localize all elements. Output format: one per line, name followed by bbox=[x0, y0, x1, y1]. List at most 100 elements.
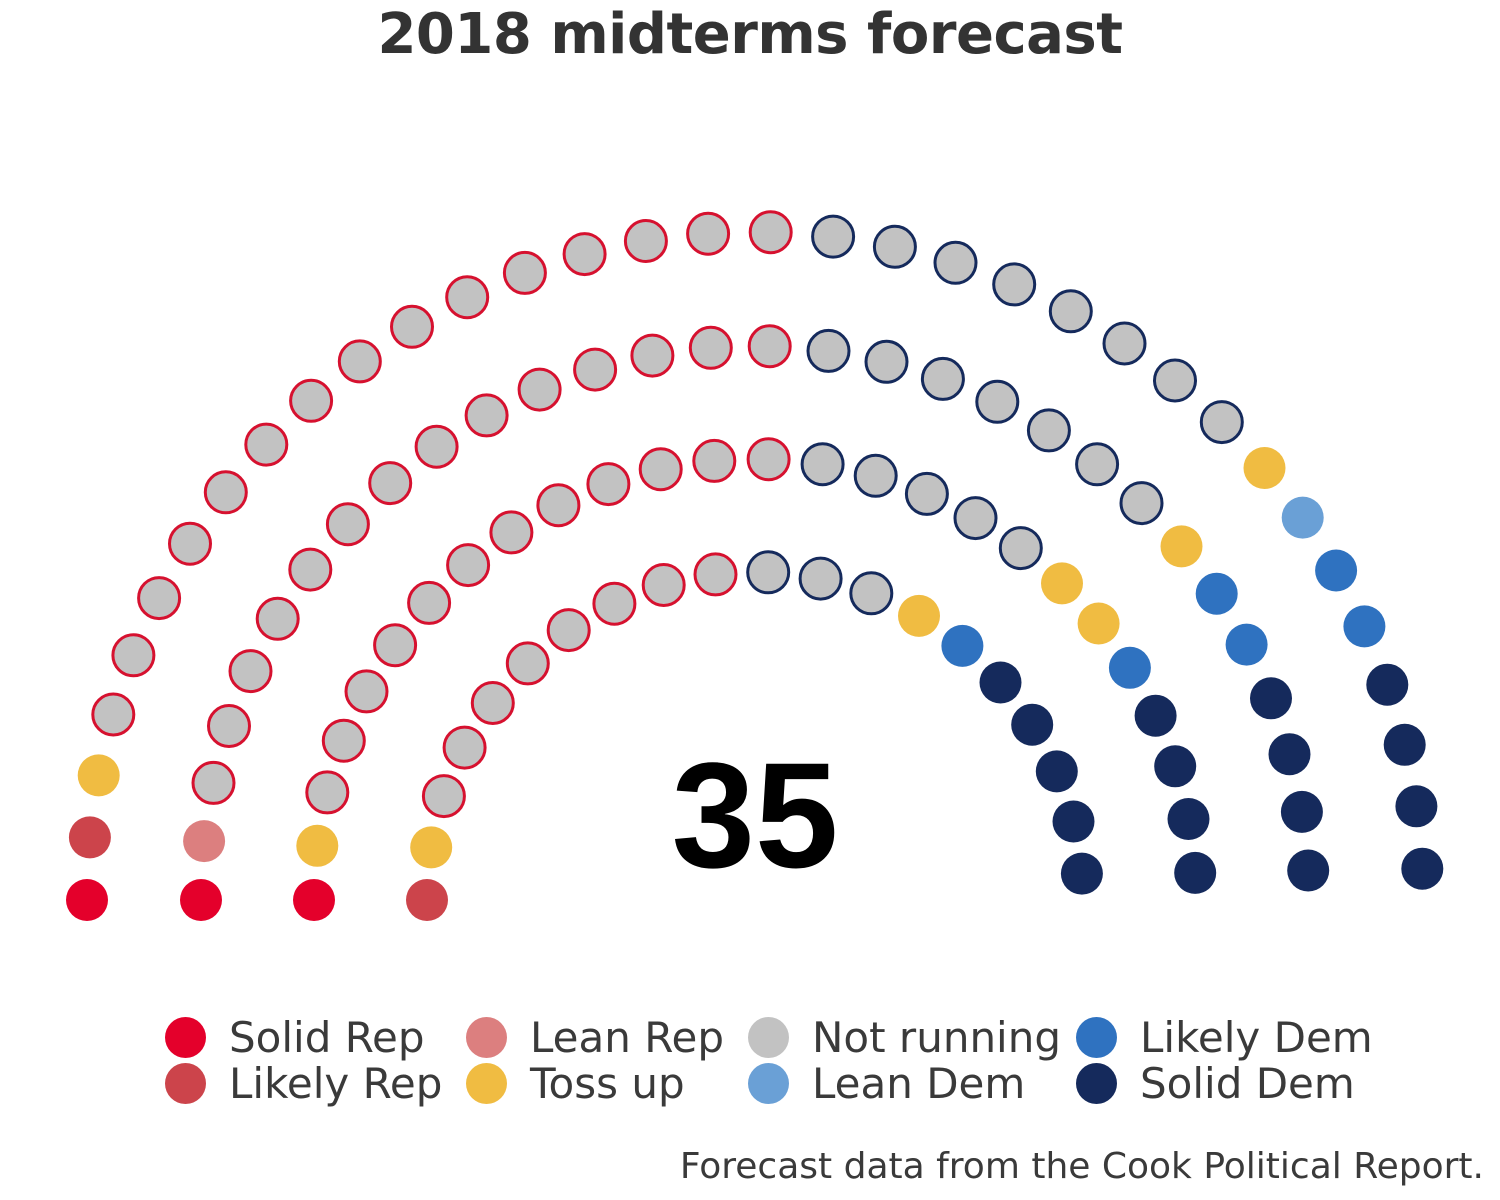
seat-likely-rep bbox=[68, 816, 111, 859]
seat-nr-rep bbox=[255, 596, 300, 641]
seat-toss-up bbox=[410, 826, 453, 869]
seat-likely-rep bbox=[406, 879, 448, 921]
seat-nr-rep bbox=[638, 447, 683, 492]
seat-nr-rep bbox=[641, 563, 686, 607]
seat-solid-dem bbox=[1287, 849, 1330, 892]
seat-solid-dem bbox=[1167, 798, 1210, 840]
legend-item-likely-dem: Likely Dem bbox=[1076, 1012, 1373, 1062]
legend-item-likely-rep: Likely Rep bbox=[165, 1058, 443, 1108]
seat-likely-dem bbox=[1225, 623, 1268, 666]
seat-nr-rep bbox=[693, 552, 738, 597]
legend-label-solid-rep: Solid Rep bbox=[229, 1012, 425, 1062]
seat-nr-dem bbox=[1026, 408, 1071, 453]
seat-nr-rep bbox=[91, 692, 136, 737]
seat-likely-dem bbox=[1195, 572, 1238, 615]
seat-nr-dem bbox=[853, 453, 898, 498]
seat-solid-rep bbox=[180, 879, 222, 921]
seat-nr-dem bbox=[1199, 400, 1244, 445]
seat-nr-rep bbox=[692, 438, 737, 483]
seat-solid-dem bbox=[1154, 745, 1197, 788]
seat-likely-dem bbox=[1108, 646, 1151, 689]
legend-label-lean-rep: Lean Rep bbox=[530, 1012, 725, 1062]
seat-nr-rep bbox=[562, 232, 607, 277]
seat-nr-dem bbox=[811, 214, 856, 259]
legend-swatch-toss-up bbox=[466, 1062, 507, 1104]
seat-nr-rep bbox=[489, 510, 534, 555]
legend-swatch-solid-rep bbox=[165, 1016, 206, 1058]
seat-nr-dem bbox=[872, 224, 917, 269]
seat-nr-dem bbox=[998, 526, 1043, 571]
seat-likely-dem bbox=[1315, 549, 1358, 592]
seat-toss-up bbox=[1041, 562, 1083, 605]
seat-nr-rep bbox=[517, 367, 562, 412]
source-note: Forecast data from the Cook Political Re… bbox=[679, 1146, 1484, 1187]
seat-nr-dem bbox=[933, 240, 978, 285]
seat-nr-dem bbox=[1048, 289, 1093, 334]
seat-solid-rep bbox=[293, 879, 335, 921]
seat-nr-rep bbox=[592, 581, 637, 626]
seat-nr-rep bbox=[536, 483, 581, 528]
seat-nr-rep bbox=[289, 378, 334, 423]
seat-nr-rep bbox=[244, 422, 289, 467]
legend-item-lean-dem: Lean Dem bbox=[748, 1058, 1026, 1108]
seat-nr-dem bbox=[746, 550, 791, 595]
seat-solid-dem bbox=[1011, 703, 1054, 746]
seat-solid-dem bbox=[1383, 723, 1426, 766]
seat-solid-dem bbox=[1268, 733, 1311, 776]
seat-nr-dem bbox=[1153, 358, 1197, 403]
seat-nr-rep bbox=[373, 623, 418, 668]
seat-nr-dem bbox=[800, 442, 845, 487]
seat-nr-rep bbox=[305, 770, 350, 815]
parliament-chart bbox=[66, 210, 1444, 921]
seat-nr-rep bbox=[207, 704, 251, 748]
legend-item-toss-up: Toss up bbox=[466, 1059, 685, 1108]
seat-nr-rep bbox=[464, 393, 509, 438]
seat-solid-dem bbox=[979, 661, 1022, 704]
seat-nr-rep bbox=[344, 669, 389, 714]
seat-toss-up bbox=[898, 594, 940, 637]
seat-nr-rep bbox=[111, 633, 156, 678]
legend-swatch-likely-rep bbox=[165, 1062, 206, 1104]
seat-solid-dem bbox=[1035, 750, 1078, 793]
seat-nr-rep bbox=[586, 462, 631, 507]
seat-nr-rep bbox=[573, 347, 618, 392]
seat-solid-dem bbox=[1250, 677, 1292, 720]
seat-solid-dem bbox=[1395, 785, 1438, 828]
seat-nr-dem bbox=[920, 356, 965, 401]
legend-item-solid-rep: Solid Rep bbox=[165, 1012, 425, 1062]
legend-item-solid-dem: Solid Dem bbox=[1076, 1058, 1355, 1108]
seat-nr-dem bbox=[798, 556, 843, 601]
seat-nr-rep bbox=[168, 521, 212, 566]
seat-solid-dem bbox=[1401, 847, 1444, 890]
seat-nr-rep bbox=[442, 725, 487, 770]
seat-nr-dem bbox=[975, 379, 1020, 424]
legend-swatch-solid-dem bbox=[1076, 1062, 1117, 1104]
seat-nr-dem bbox=[1075, 442, 1120, 487]
seat-nr-rep bbox=[407, 580, 452, 625]
seat-nr-dem bbox=[992, 262, 1037, 307]
seat-nr-rep bbox=[748, 210, 793, 255]
legend-label-solid-dem: Solid Dem bbox=[1140, 1058, 1355, 1108]
chart-title: 2018 midterms forecast bbox=[377, 2, 1123, 67]
seat-lean-rep bbox=[183, 820, 226, 863]
seat-solid-dem bbox=[1366, 663, 1409, 706]
seat-nr-dem bbox=[806, 328, 851, 373]
legend-label-likely-rep: Likely Rep bbox=[229, 1058, 443, 1108]
seat-nr-dem bbox=[1102, 321, 1147, 366]
legend-label-lean-dem: Lean Dem bbox=[812, 1058, 1026, 1108]
seat-solid-dem bbox=[1134, 694, 1177, 737]
seat-nr-rep bbox=[630, 333, 675, 378]
seat-nr-dem bbox=[904, 471, 949, 516]
seat-likely-dem bbox=[1343, 605, 1386, 648]
seat-nr-rep bbox=[505, 641, 550, 686]
seat-nr-rep bbox=[470, 681, 515, 725]
seat-nr-rep bbox=[446, 543, 491, 588]
seat-solid-dem bbox=[1052, 800, 1095, 843]
seat-nr-rep bbox=[191, 760, 236, 805]
legend-swatch-lean-rep bbox=[466, 1016, 507, 1058]
seat-nr-dem bbox=[953, 496, 998, 541]
legend-swatch-likely-dem bbox=[1076, 1016, 1117, 1058]
seat-nr-dem bbox=[1119, 481, 1164, 526]
seat-nr-rep bbox=[421, 774, 466, 819]
legend-label-likely-dem: Likely Dem bbox=[1140, 1012, 1373, 1062]
